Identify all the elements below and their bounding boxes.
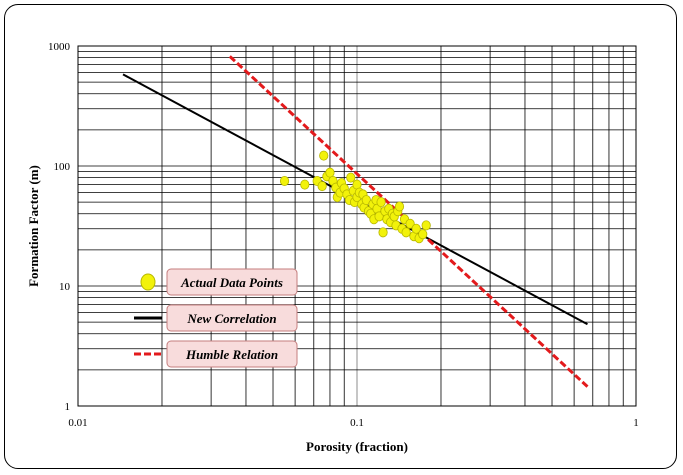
legend-label: Actual Data Points — [180, 275, 283, 290]
legend-label: New Correlation — [186, 311, 276, 326]
data-point — [317, 181, 327, 192]
x-tick-label: 1 — [633, 417, 639, 429]
y-axis-ticks: 1 10 100 1000 — [48, 41, 71, 413]
grid — [77, 46, 636, 407]
chart-frame — [4, 4, 677, 469]
legend-box — [166, 268, 298, 296]
x-axis-ticks: 0.01 0.1 1 — [68, 417, 638, 429]
data-point — [421, 220, 431, 231]
x-axis-title: Porosity (fraction) — [306, 439, 408, 454]
data-point — [346, 172, 356, 183]
data-point — [319, 150, 329, 161]
legend-marker — [140, 273, 156, 291]
data-point — [325, 167, 335, 178]
data-point — [401, 227, 411, 238]
y-axis-title: Formation Factor (m) — [26, 165, 41, 287]
x-tick-label: 0.1 — [350, 417, 364, 429]
legend-box — [166, 304, 298, 332]
data-point — [279, 175, 290, 186]
data-point — [418, 229, 428, 240]
y-tick-label: 1 — [65, 401, 71, 413]
y-tick-label: 1000 — [48, 41, 71, 53]
data-point — [394, 201, 405, 212]
data-point — [300, 179, 310, 190]
legend-label: Humble Relation — [185, 347, 278, 362]
data-point — [378, 227, 388, 238]
data-points — [279, 150, 431, 244]
data-point — [405, 218, 415, 229]
data-point — [411, 223, 421, 234]
legend: Actual Data Points New Correlation Humble … — [134, 268, 298, 368]
series-lines — [122, 55, 589, 388]
y-tick-label: 100 — [54, 161, 71, 173]
data-point — [376, 197, 386, 208]
y-tick-label: 10 — [59, 281, 71, 293]
legend-box — [166, 340, 298, 368]
x-tick-label: 0.01 — [68, 417, 87, 429]
plot-border — [77, 45, 637, 407]
